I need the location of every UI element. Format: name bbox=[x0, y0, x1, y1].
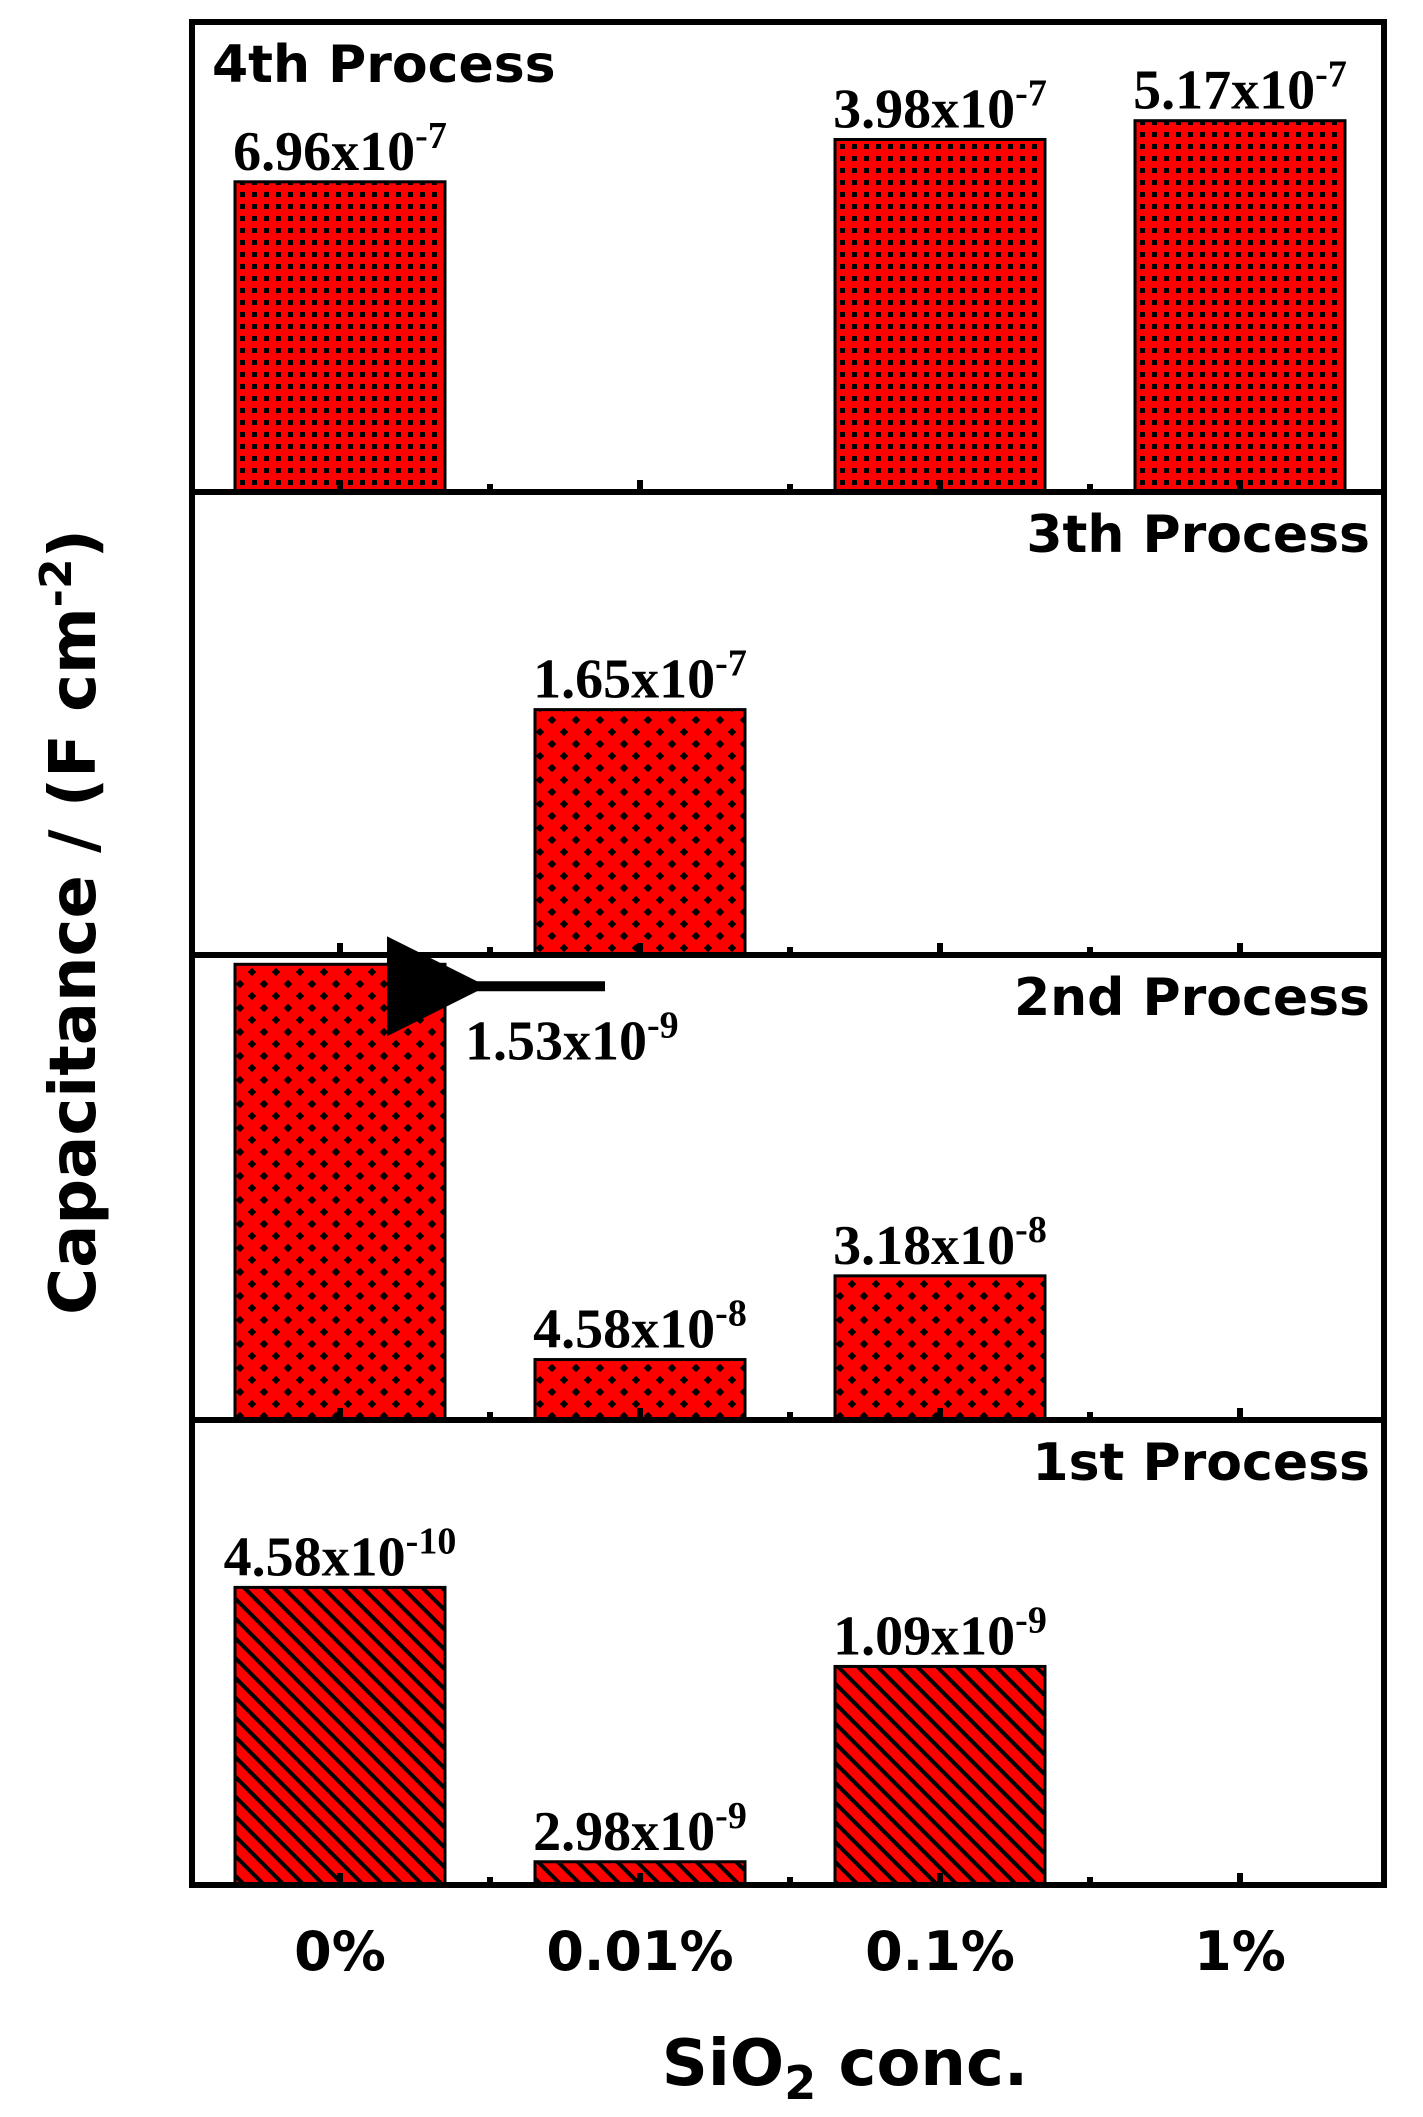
bar-0.1% bbox=[835, 1275, 1045, 1420]
x-tick-label: 1% bbox=[1194, 1920, 1286, 1983]
panel-title: 3th Process bbox=[1026, 505, 1370, 565]
x-tick-label: 0% bbox=[294, 1920, 386, 1983]
panel-title: 2nd Process bbox=[1014, 968, 1370, 1028]
bar-0.1% bbox=[835, 139, 1045, 492]
data-label: 5.17x10-7 bbox=[1133, 54, 1347, 122]
panels-layer: 6.96x10-7 3.98x10-7 5.17x10-7 4th Process 1.… bbox=[189, 19, 1387, 1983]
panel-frame bbox=[189, 1417, 1387, 1888]
data-label: 1.09x10-9 bbox=[833, 1599, 1047, 1667]
data-label: 1.53x10-9 bbox=[465, 1004, 679, 1072]
data-label: 4.58x10-8 bbox=[533, 1293, 747, 1361]
data-label: 4.58x10-10 bbox=[224, 1520, 457, 1588]
panel-3: 1.53x10-9 4.58x10-8 3.18x10-8 2nd Process bbox=[189, 936, 1387, 1423]
bar-0% bbox=[235, 1587, 445, 1885]
y-axis-label: Capacitance / (F cm-2) bbox=[31, 529, 111, 1315]
data-label: 2.98x10-9 bbox=[533, 1795, 747, 1863]
bar-0% bbox=[235, 181, 445, 493]
bar-0.01% bbox=[535, 709, 745, 955]
x-tick-label: 0.01% bbox=[546, 1920, 733, 1983]
panel-title: 1st Process bbox=[1032, 1433, 1370, 1493]
x-tick-label: 0.1% bbox=[865, 1920, 1015, 1983]
panel-title: 4th Process bbox=[212, 35, 556, 95]
data-label: 3.98x10-7 bbox=[833, 73, 1047, 141]
panel-1: 6.96x10-7 3.98x10-7 5.17x10-7 4th Process bbox=[189, 19, 1387, 495]
x-axis-label: SiO2 conc. bbox=[662, 2027, 1028, 2110]
bar-0% bbox=[235, 964, 445, 1420]
bar-1% bbox=[1135, 120, 1345, 492]
panel-4: 4.58x10-10 2.98x10-9 1.09x10-9 1st Process bbox=[189, 1417, 1387, 1888]
data-label: 1.65x10-7 bbox=[533, 643, 747, 711]
panel-2: 1.65x10-7 3th Process bbox=[189, 489, 1387, 958]
data-label: 3.18x10-8 bbox=[833, 1209, 1047, 1277]
bar-0.1% bbox=[835, 1666, 1045, 1885]
data-label: 6.96x10-7 bbox=[233, 115, 447, 183]
